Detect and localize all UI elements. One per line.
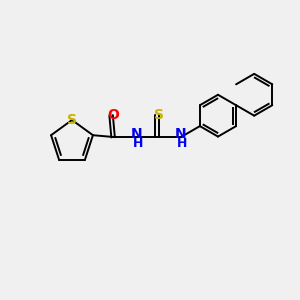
Text: S: S [67, 113, 77, 127]
Text: H: H [177, 136, 187, 150]
Text: N: N [175, 127, 187, 141]
Text: N: N [131, 127, 143, 141]
Text: H: H [133, 136, 143, 150]
Text: O: O [107, 108, 119, 122]
Text: S: S [154, 108, 164, 122]
